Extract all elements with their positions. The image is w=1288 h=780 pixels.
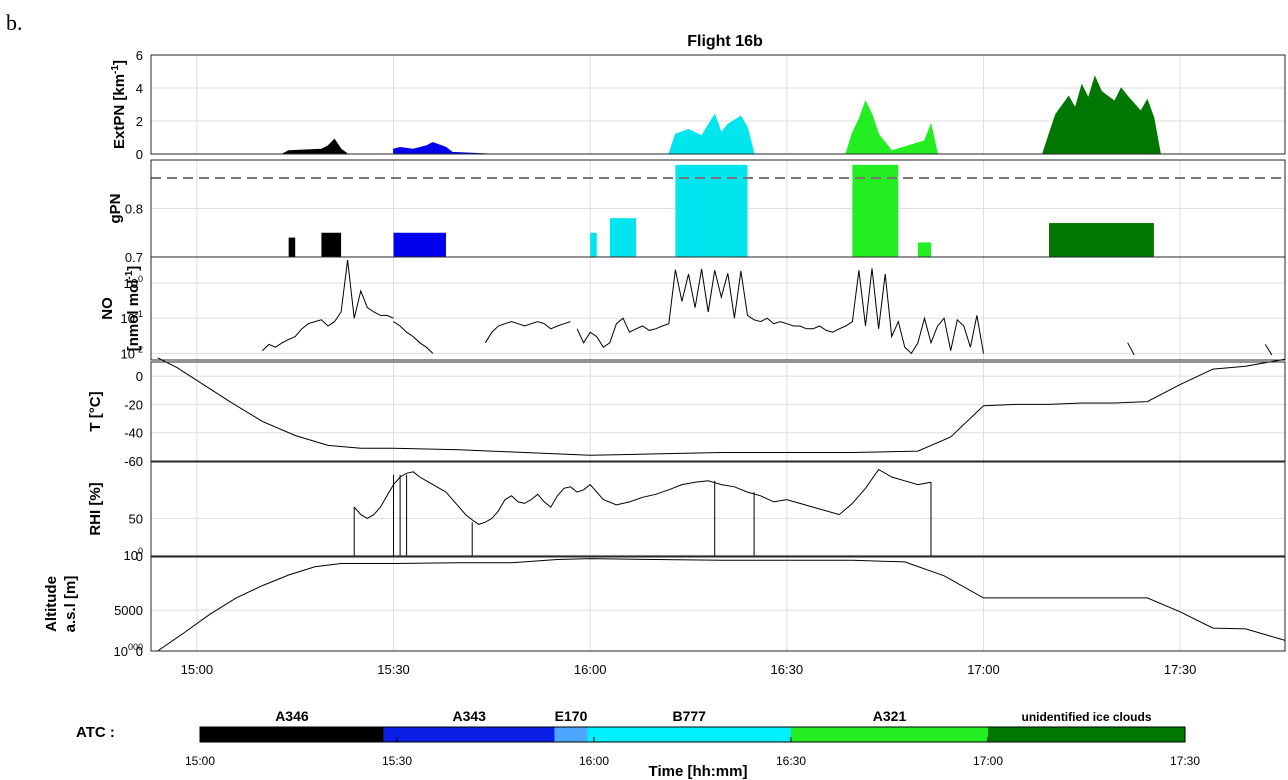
atc-segment-label-4: A321 (873, 708, 907, 724)
svg-text:T [°C]: T [°C] (87, 391, 104, 431)
svg-text:ExtPN [km-1]: ExtPN [km-1] (110, 60, 128, 149)
series-0 (157, 558, 1286, 652)
panel-3: -60 -40 -20 0 T [°C] (87, 357, 1286, 469)
series-1 (393, 321, 434, 354)
y-axis-label-2: [nmol mol-1] NO (99, 266, 142, 352)
gpn-block-2-1 (609, 218, 637, 257)
atc-label: ATC : (76, 724, 115, 741)
atc-segment-5 (988, 727, 1185, 742)
gpn-block-1-0 (393, 232, 446, 257)
x-tick-labels: 15:00 15:30 16:00 16:30 17:00 17:30 (181, 662, 1197, 677)
y-axis-label-4: RHI [%] (87, 482, 104, 535)
atc-segment-2 (554, 727, 588, 742)
series-3 (576, 268, 787, 348)
x-tick-label-2: 16:00 (574, 662, 607, 677)
y-axis-label-1: gPN (107, 194, 124, 224)
atc-segment-label-1: A343 (452, 708, 486, 724)
svg-text:Altitude: Altitude (43, 576, 60, 632)
series-0 (353, 468, 932, 525)
series-5 (1127, 342, 1135, 356)
y-tick-label-0-1: 2 (136, 114, 143, 129)
y-tick-label-5-1: 5000 (114, 603, 143, 618)
atc-tick-label-0: 15:00 (185, 754, 215, 768)
atc-segment-0 (200, 727, 384, 742)
svg-text:[nmol mol-1]: [nmol mol-1] (124, 266, 142, 352)
atc-segment-4 (791, 727, 988, 742)
panel-bg (151, 257, 1285, 360)
series-4 (786, 268, 984, 355)
panel-frame (150, 461, 1286, 557)
gpn-block-0-1 (321, 232, 342, 257)
panel-bg (151, 557, 1285, 651)
panel-bg (151, 362, 1285, 461)
atc-segment-label-5: unidentified ice clouds (1021, 710, 1151, 724)
svg-text:NO: NO (99, 297, 116, 320)
y-tick-label-3-1: -40 (124, 426, 143, 441)
panel-frame (150, 361, 1286, 462)
y-tick-label-1-0: 0.7 (125, 250, 143, 265)
atc-segment-label-2: E170 (555, 708, 588, 724)
panel-frame (150, 556, 1286, 652)
atc-frame (199, 726, 1186, 743)
y-tick-label-3-2: -20 (124, 397, 143, 412)
gpn-block-3-0 (852, 164, 899, 257)
svg-text:gPN: gPN (107, 194, 124, 224)
atc-tick-label-1: 15:30 (382, 754, 412, 768)
y-tick-label-0-3: 6 (136, 48, 143, 63)
gpn-block-2-0 (590, 232, 597, 257)
y-tick-label-4-1: 50 (129, 511, 143, 526)
panel-bg (151, 462, 1285, 556)
atc-tick-label-2: 16:00 (579, 754, 609, 768)
atc-segment-3 (587, 727, 791, 742)
x-axis-label: Time [hh:mm] (649, 763, 748, 780)
x-tick-label-5: 17:30 (1164, 662, 1197, 677)
x-tick-label-4: 17:00 (967, 662, 1000, 677)
gpn-block-2-2 (675, 164, 748, 257)
atc-tick-label-3: 16:30 (776, 754, 806, 768)
atc-segment-label-0: A346 (275, 708, 309, 724)
gpn-block-4-0 (1049, 223, 1154, 257)
x-tick-label-3: 16:30 (771, 662, 804, 677)
series-4 (983, 75, 1161, 155)
y-tick-label-3-0: -60 (124, 454, 143, 469)
gpn-block-0-0 (288, 237, 296, 257)
gpn-block-3-1 (917, 242, 932, 257)
atc-tick-label-5: 17:30 (1170, 754, 1200, 768)
atc-tick-label-4: 17:00 (973, 754, 1003, 768)
y-tick-label-4-0: 0 (136, 549, 143, 564)
x-tick-label-0: 15:00 (181, 662, 214, 677)
y-tick-label-0-2: 4 (136, 81, 143, 96)
series-0 (157, 357, 1286, 456)
y-tick-label-3-3: 0 (136, 369, 143, 384)
atc-bar-group: ATC : A346 A343 E170 B777 A321 unidentified ic… (76, 708, 1200, 768)
x-tick-label-1: 15:30 (377, 662, 410, 677)
y-tick-label-5-0: 0 (136, 644, 143, 659)
y-axis-label-3: T [°C] (87, 391, 104, 431)
atc-segment-label-3: B777 (672, 708, 706, 724)
panel-frame (150, 256, 1286, 361)
panel-0: 0 2 4 6 ExtPN [km-1] (110, 48, 1286, 162)
y-tick-label-1-1: 0.8 (125, 202, 143, 217)
panel-frame (150, 54, 1286, 155)
y-tick-label-0-0: 0 (136, 147, 143, 162)
y-axis-label-5: Altitude a.s.l [m] (43, 576, 79, 633)
svg-text:a.s.l [m]: a.s.l [m] (62, 576, 79, 633)
series-6 (1264, 344, 1273, 356)
series-2 (484, 321, 571, 344)
y-axis-label-0: ExtPN [km-1] (110, 60, 128, 149)
series-0 (262, 260, 394, 351)
atc-segment-1 (383, 727, 555, 742)
panel-letter: b. (6, 10, 23, 35)
chart-title: Flight 16b (687, 33, 763, 50)
svg-text:RHI [%]: RHI [%] (87, 482, 104, 535)
